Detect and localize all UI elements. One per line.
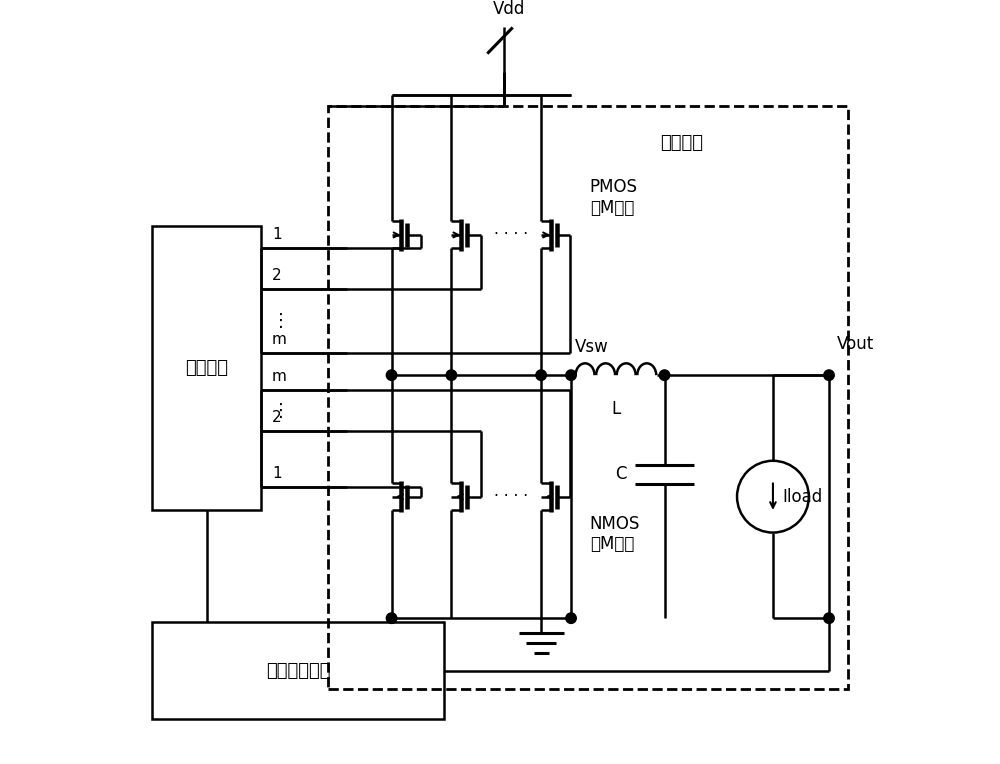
Text: Iload: Iload (782, 487, 822, 506)
Bar (152, 225, 261, 510)
Bar (328, 106, 848, 689)
Text: 反馈控制单元: 反馈控制单元 (266, 662, 330, 679)
Text: L: L (611, 400, 621, 418)
Text: NMOS
（M只）: NMOS （M只） (590, 515, 640, 553)
Circle shape (824, 370, 834, 380)
Text: 1: 1 (272, 466, 282, 481)
Text: · · · ·: · · · · (494, 228, 528, 242)
Text: 1: 1 (272, 227, 282, 242)
Text: m: m (272, 332, 287, 347)
Text: 驱动单元: 驱动单元 (185, 358, 228, 377)
Text: · · · ·: · · · · (494, 489, 528, 504)
Circle shape (446, 370, 457, 380)
Text: m: m (272, 369, 287, 384)
Circle shape (824, 613, 834, 623)
Text: Vout: Vout (836, 335, 874, 353)
Circle shape (386, 613, 397, 623)
Text: C: C (616, 465, 627, 484)
Circle shape (659, 370, 670, 380)
Text: PMOS
（M只）: PMOS （M只） (590, 178, 638, 217)
Text: 2: 2 (272, 268, 282, 283)
Circle shape (536, 370, 546, 380)
Text: 2: 2 (272, 410, 282, 426)
Circle shape (566, 613, 576, 623)
Circle shape (386, 370, 397, 380)
Text: Vdd: Vdd (493, 1, 525, 18)
Text: ⋮: ⋮ (272, 402, 290, 419)
Bar (152, 622, 444, 719)
Text: Vsw: Vsw (575, 338, 609, 357)
Circle shape (566, 370, 576, 380)
Text: ⋮: ⋮ (272, 312, 290, 330)
Text: 转换单元: 转换单元 (660, 134, 703, 152)
